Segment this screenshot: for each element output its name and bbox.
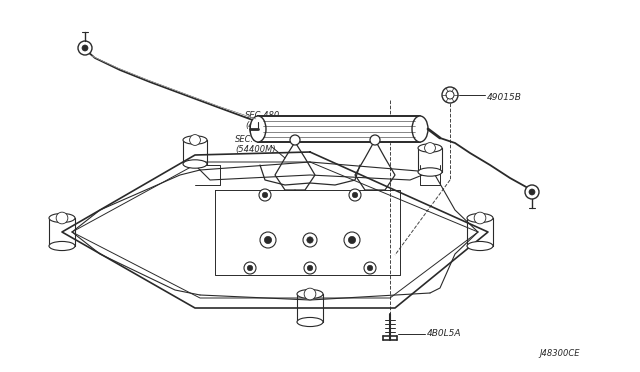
Circle shape bbox=[189, 135, 200, 145]
Circle shape bbox=[348, 236, 356, 244]
Circle shape bbox=[264, 236, 271, 244]
Circle shape bbox=[304, 288, 316, 300]
Text: 49015B: 49015B bbox=[487, 93, 522, 102]
Circle shape bbox=[446, 91, 454, 99]
Circle shape bbox=[367, 265, 372, 271]
Ellipse shape bbox=[418, 144, 442, 152]
Text: 4B0L5A: 4B0L5A bbox=[427, 330, 461, 339]
Circle shape bbox=[442, 87, 458, 103]
Ellipse shape bbox=[183, 136, 207, 144]
Circle shape bbox=[307, 237, 313, 243]
Circle shape bbox=[525, 185, 539, 199]
Circle shape bbox=[56, 212, 68, 224]
Circle shape bbox=[290, 135, 300, 145]
Circle shape bbox=[307, 265, 313, 271]
Polygon shape bbox=[258, 116, 420, 142]
Circle shape bbox=[370, 135, 380, 145]
Circle shape bbox=[344, 232, 360, 248]
Ellipse shape bbox=[467, 241, 493, 251]
Circle shape bbox=[244, 262, 256, 274]
Circle shape bbox=[247, 265, 253, 271]
Circle shape bbox=[349, 189, 361, 201]
Circle shape bbox=[259, 189, 271, 201]
Circle shape bbox=[262, 192, 268, 198]
Text: (54400M): (54400M) bbox=[235, 145, 276, 154]
Ellipse shape bbox=[297, 289, 323, 299]
Ellipse shape bbox=[49, 241, 75, 251]
Ellipse shape bbox=[412, 116, 428, 142]
Circle shape bbox=[364, 262, 376, 274]
Ellipse shape bbox=[418, 168, 442, 176]
Circle shape bbox=[303, 233, 317, 247]
Ellipse shape bbox=[297, 317, 323, 327]
Ellipse shape bbox=[49, 214, 75, 222]
Circle shape bbox=[424, 142, 435, 153]
Circle shape bbox=[304, 262, 316, 274]
Circle shape bbox=[260, 232, 276, 248]
Ellipse shape bbox=[250, 116, 266, 142]
Text: J48300CE: J48300CE bbox=[540, 349, 580, 358]
Text: SEC.401: SEC.401 bbox=[235, 135, 270, 144]
Circle shape bbox=[82, 45, 88, 51]
Circle shape bbox=[474, 212, 486, 224]
Text: SEC.480: SEC.480 bbox=[245, 111, 280, 120]
Text: (4B001): (4B001) bbox=[245, 121, 279, 130]
Ellipse shape bbox=[183, 160, 207, 168]
Circle shape bbox=[529, 189, 535, 195]
Ellipse shape bbox=[467, 214, 493, 222]
Circle shape bbox=[78, 41, 92, 55]
Circle shape bbox=[352, 192, 358, 198]
